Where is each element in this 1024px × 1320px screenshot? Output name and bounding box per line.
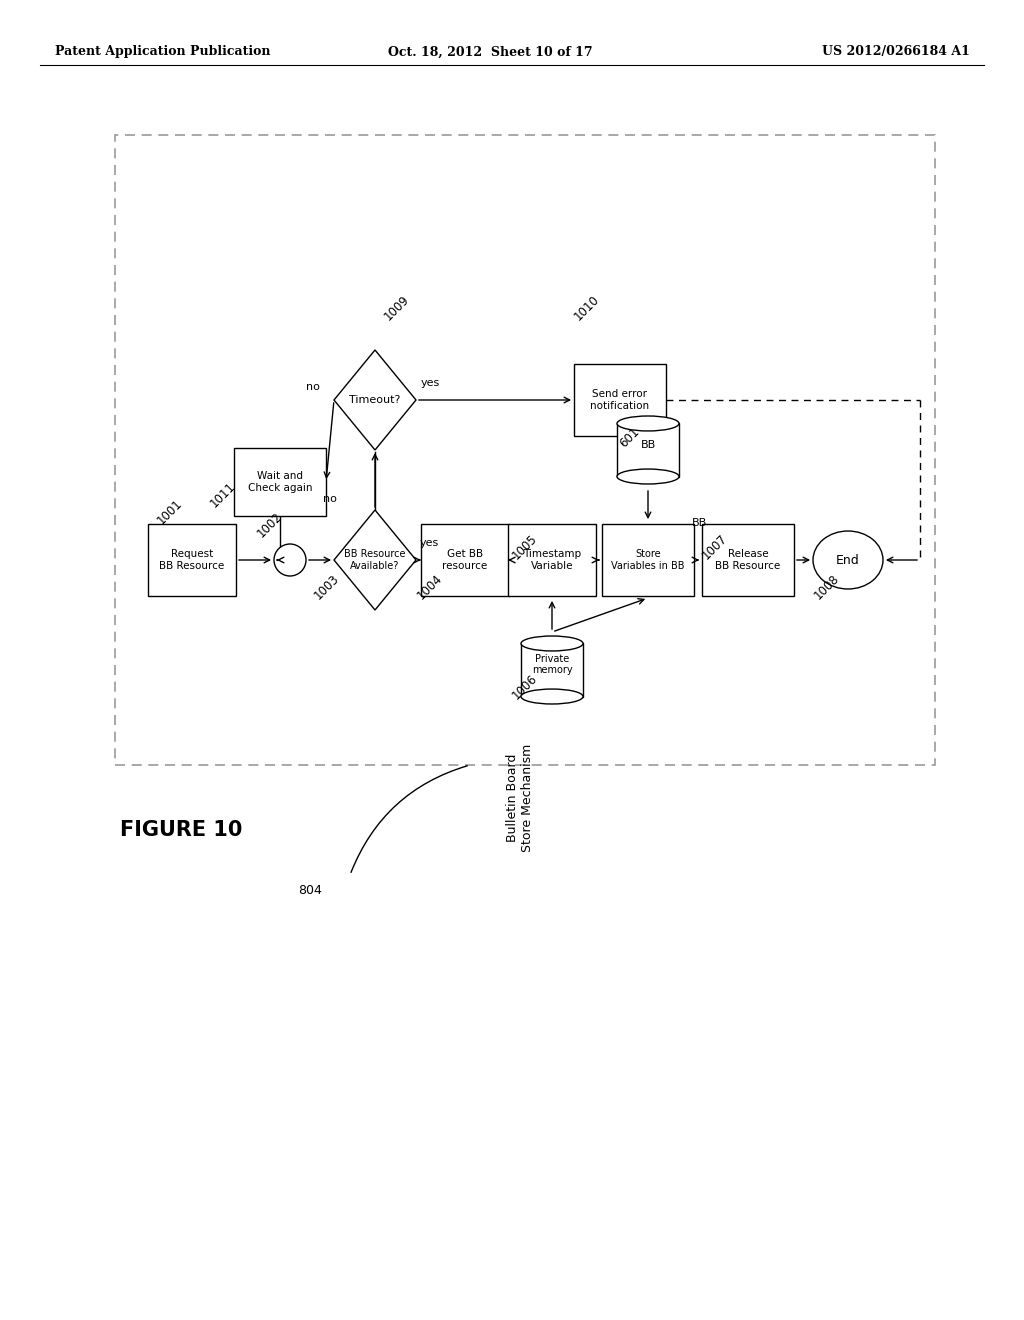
Bar — [508, 524, 596, 597]
Bar — [617, 424, 679, 477]
Ellipse shape — [813, 531, 883, 589]
Text: 1011: 1011 — [208, 479, 239, 510]
Text: FIGURE 10: FIGURE 10 — [120, 820, 243, 840]
Text: 1009: 1009 — [382, 293, 413, 323]
Text: yes: yes — [421, 378, 440, 388]
Text: 1004: 1004 — [415, 572, 445, 602]
Text: Request
BB Resource: Request BB Resource — [160, 549, 224, 570]
Text: yes: yes — [420, 539, 439, 548]
Bar — [602, 524, 694, 597]
Text: Oct. 18, 2012  Sheet 10 of 17: Oct. 18, 2012 Sheet 10 of 17 — [388, 45, 592, 58]
Text: 804: 804 — [298, 883, 322, 896]
Text: Private
memory: Private memory — [531, 653, 572, 676]
Text: Release
BB Resource: Release BB Resource — [716, 549, 780, 570]
Text: BB: BB — [692, 517, 708, 528]
Text: BB Resource
Available?: BB Resource Available? — [344, 549, 406, 570]
Text: 1002: 1002 — [255, 510, 286, 540]
Ellipse shape — [617, 469, 679, 484]
Bar — [115, 135, 935, 766]
Text: 1005: 1005 — [510, 532, 540, 562]
Text: Store
Variables in BB: Store Variables in BB — [611, 549, 685, 570]
Circle shape — [274, 544, 306, 576]
Ellipse shape — [521, 636, 583, 651]
Bar — [521, 643, 583, 697]
Text: End: End — [837, 553, 860, 566]
Text: Get BB
resource: Get BB resource — [442, 549, 487, 570]
Text: Bulletin Board
Store Mechanism: Bulletin Board Store Mechanism — [506, 744, 534, 853]
Text: Timestamp
Variable: Timestamp Variable — [523, 549, 581, 570]
Polygon shape — [334, 350, 416, 450]
Text: 601: 601 — [617, 425, 642, 450]
Bar — [148, 524, 236, 597]
Text: Send error
notification: Send error notification — [591, 389, 649, 411]
Text: no: no — [323, 494, 337, 504]
Bar — [574, 364, 666, 436]
Bar — [421, 524, 509, 597]
Polygon shape — [334, 510, 416, 610]
Text: Patent Application Publication: Patent Application Publication — [55, 45, 270, 58]
Text: Timeout?: Timeout? — [349, 395, 400, 405]
Text: 1001: 1001 — [155, 496, 185, 527]
Text: 1003: 1003 — [312, 572, 342, 602]
Ellipse shape — [521, 689, 583, 704]
Text: Wait and
Check again: Wait and Check again — [248, 471, 312, 492]
Text: 1006: 1006 — [510, 672, 541, 702]
Text: no: no — [306, 381, 319, 392]
Text: US 2012/0266184 A1: US 2012/0266184 A1 — [822, 45, 970, 58]
Ellipse shape — [617, 416, 679, 430]
Bar — [702, 524, 794, 597]
Text: BB: BB — [640, 440, 655, 450]
Text: 1008: 1008 — [812, 572, 842, 602]
Text: 1007: 1007 — [700, 532, 730, 562]
Bar — [234, 447, 326, 516]
Text: 1010: 1010 — [572, 293, 602, 323]
